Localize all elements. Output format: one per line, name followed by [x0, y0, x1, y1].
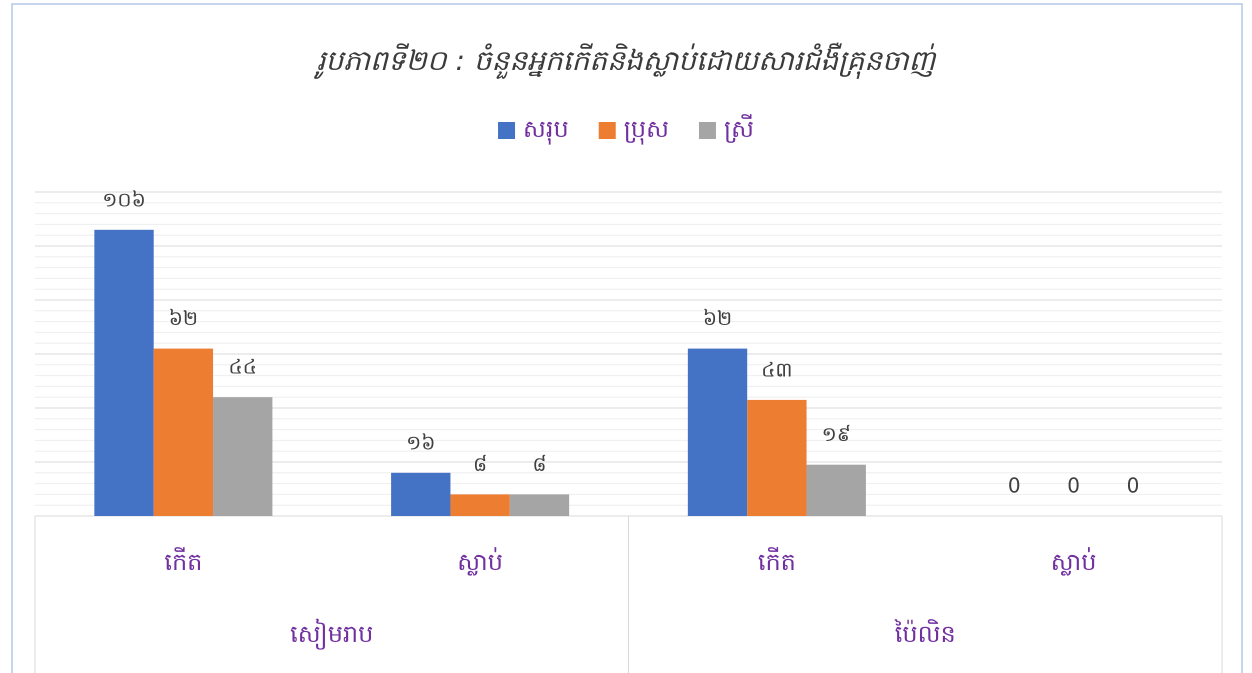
bar	[94, 229, 154, 517]
value-label: ៤៤	[229, 355, 257, 379]
value-label: ៨	[532, 452, 546, 476]
value-label: ៦២	[169, 306, 198, 330]
value-label: ១៩	[822, 422, 851, 446]
group-label: សៀមរាប	[290, 618, 373, 650]
bar	[509, 494, 570, 516]
bar	[391, 472, 451, 516]
value-label: 0	[1127, 474, 1140, 498]
x-tick-label: ស្លាប់	[457, 547, 503, 576]
legend-label: ប្រុស	[624, 115, 669, 145]
value-label: ១៦	[406, 430, 435, 454]
legend-label: ស្រី	[724, 114, 754, 143]
x-tick-label: កើត	[758, 547, 796, 576]
bar	[687, 348, 748, 516]
value-label: ៤៣	[761, 357, 792, 381]
bar	[806, 464, 866, 516]
bar	[153, 348, 214, 516]
legend-swatch	[498, 122, 516, 139]
chart-border	[11, 3, 1243, 673]
value-label: ៦២	[703, 306, 732, 330]
bar	[747, 399, 807, 516]
value-label: ៨	[473, 452, 487, 476]
legend-swatch	[598, 122, 616, 139]
value-label: ១០៦	[102, 187, 145, 211]
bar	[450, 494, 510, 516]
group-label: ប៉ៃលិន	[894, 619, 956, 648]
legend-swatch	[698, 122, 716, 139]
bar	[213, 397, 273, 516]
value-label: 0	[1008, 474, 1021, 498]
x-tick-label: ស្លាប់	[1051, 547, 1097, 576]
chart-title: រូបភាពទី២០ : ចំនួនអ្នកកើតនិងស្លាប់ដោយសារ…	[314, 42, 938, 79]
x-tick-label: កើត	[164, 547, 202, 576]
legend-label: សរុប	[523, 115, 569, 145]
value-label: 0	[1067, 474, 1080, 498]
